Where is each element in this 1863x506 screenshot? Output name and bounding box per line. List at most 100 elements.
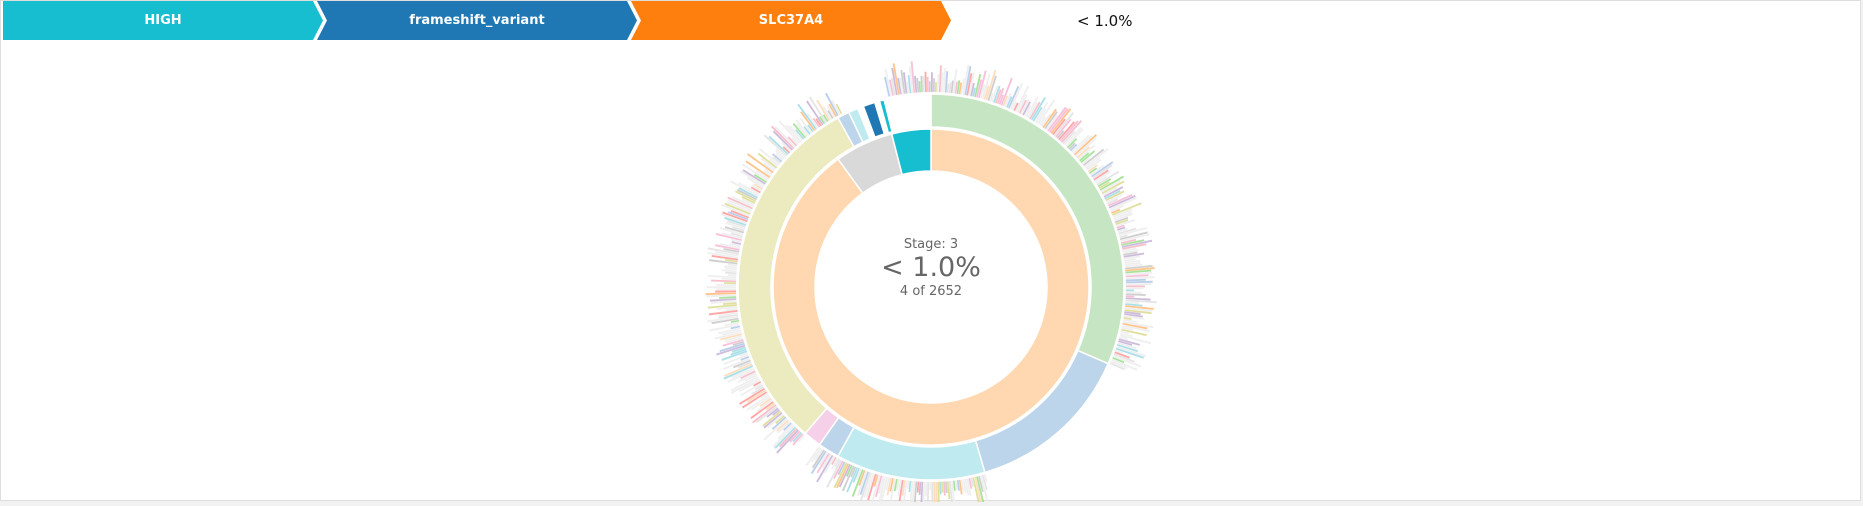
outer-segment-35[interactable] [998,94,1005,105]
outer-segment-161[interactable] [1125,299,1157,304]
outer-segment-64[interactable] [1048,108,1069,133]
outer-segment-50[interactable] [1025,96,1039,118]
outer-segment-420[interactable] [751,184,762,192]
outer-segment-349[interactable] [730,325,741,330]
outer-segment-444[interactable] [782,146,791,154]
outer-segment-261[interactable] [846,467,859,493]
outer-segment-287[interactable] [789,430,801,443]
outer-segment-247[interactable] [878,475,885,494]
outer-segment-173[interactable] [1122,322,1148,330]
outer-segment-496[interactable] [922,76,925,93]
outer-segment-105[interactable] [1101,180,1125,195]
outer-segment-468[interactable] [808,96,827,124]
outer-segment-422[interactable] [747,177,764,189]
outer-segment-432[interactable] [763,162,775,172]
outer-segment-270[interactable] [826,459,842,488]
outer-segment-411[interactable] [731,196,754,208]
outer-segment-442[interactable] [763,134,788,157]
outer-segment-257[interactable] [858,470,866,486]
outer-segment-459[interactable] [799,117,813,134]
outer-segment-93[interactable] [1088,167,1097,174]
outer-segment-134[interactable] [1121,239,1153,248]
outer-segment-2[interactable] [934,82,937,93]
outer-segment-451[interactable] [778,120,801,144]
outer-segment-316[interactable] [751,386,765,395]
outer-segment-277[interactable] [816,452,830,474]
outer-segment-475[interactable] [824,92,839,117]
outer-segment-199[interactable] [976,476,985,502]
outer-segment-213[interactable] [949,481,953,502]
outer-segment-75[interactable] [1065,128,1084,147]
outer-segment-169[interactable] [1123,315,1145,320]
outer-segment-174[interactable] [1121,324,1150,333]
outer-segment-488[interactable] [906,81,910,94]
outer-segment-272[interactable] [831,457,839,470]
outer-segment-410[interactable] [727,196,753,210]
outer-segment-40[interactable] [1008,85,1020,109]
outer-segment-65[interactable] [1050,108,1072,134]
outer-segment-17[interactable] [964,66,972,96]
outer-segment-33[interactable] [995,89,1002,104]
outer-segment-377[interactable] [721,269,737,273]
outer-segment-383[interactable] [711,254,739,261]
outer-segment-140[interactable] [1123,255,1141,260]
outer-segment-385[interactable] [715,251,739,257]
outer-segment-183[interactable] [1117,342,1138,350]
outer-segment-132[interactable] [1120,238,1137,244]
outer-segment-232[interactable] [909,481,914,502]
outer-segment-205[interactable] [964,478,970,496]
outer-segment-12[interactable] [954,81,958,94]
outer-segment-147[interactable] [1125,269,1152,274]
outer-segment-282[interactable] [810,447,822,463]
outer-segment-108[interactable] [1104,189,1121,200]
outer-segment-300[interactable] [763,412,783,429]
outer-segment-289[interactable] [778,427,798,448]
outer-segment-19[interactable] [968,72,975,96]
outer-segment-32[interactable] [993,85,1001,103]
outer-segment-99[interactable] [1095,175,1108,184]
outer-segment-248[interactable] [875,475,883,498]
outer-segment-334[interactable] [723,354,749,365]
outer-segment-45[interactable] [1016,94,1028,113]
outer-segment-337[interactable] [730,348,747,356]
outer-segment-310[interactable] [750,396,771,411]
outer-segment-168[interactable] [1124,313,1143,318]
outer-segment-399[interactable] [725,222,746,230]
outer-segment-6[interactable] [942,68,947,93]
outer-segment-379[interactable] [724,265,738,269]
outer-segment-215[interactable] [945,481,948,493]
outer-segment-355[interactable] [718,313,739,319]
outer-segment-16[interactable] [962,64,970,95]
outer-segment-341[interactable] [732,341,745,346]
outer-segment-374[interactable] [707,274,737,279]
outer-segment-156[interactable] [1125,289,1134,292]
outer-segment-5[interactable] [940,72,944,93]
outer-segment-348[interactable] [718,327,741,335]
outer-segment-454[interactable] [795,129,805,140]
outer-segment-483[interactable] [892,63,900,95]
outer-segment-106[interactable] [1102,186,1118,196]
outer-segment-63[interactable] [1047,106,1067,132]
outer-segment-251[interactable] [867,473,877,501]
outer-segment-95[interactable] [1091,161,1114,178]
outer-segment-396[interactable] [719,227,744,236]
outer-segment-443[interactable] [768,135,789,155]
outer-segment-195[interactable] [983,474,988,483]
outer-segment-163[interactable] [1125,303,1143,307]
outer-segment-258[interactable] [851,469,864,497]
outer-segment-466[interactable] [806,100,824,126]
outer-segment-42[interactable] [1011,101,1017,111]
outer-segment-438[interactable] [772,153,783,163]
outer-segment-139[interactable] [1123,252,1145,258]
outer-segment-43[interactable] [1013,102,1019,111]
outer-segment-62[interactable] [1045,114,1058,131]
outer-segment-481[interactable] [890,77,896,96]
outer-segment-11[interactable] [952,69,958,94]
outer-segment-110[interactable] [1106,193,1123,203]
outer-segment-80[interactable] [1072,135,1093,155]
outer-segment-293[interactable] [783,422,792,431]
outer-segment-312[interactable] [760,392,769,400]
outer-segment-0[interactable] [931,72,933,93]
outer-segment-309[interactable] [759,397,772,408]
outer-segment-112[interactable] [1107,194,1133,207]
